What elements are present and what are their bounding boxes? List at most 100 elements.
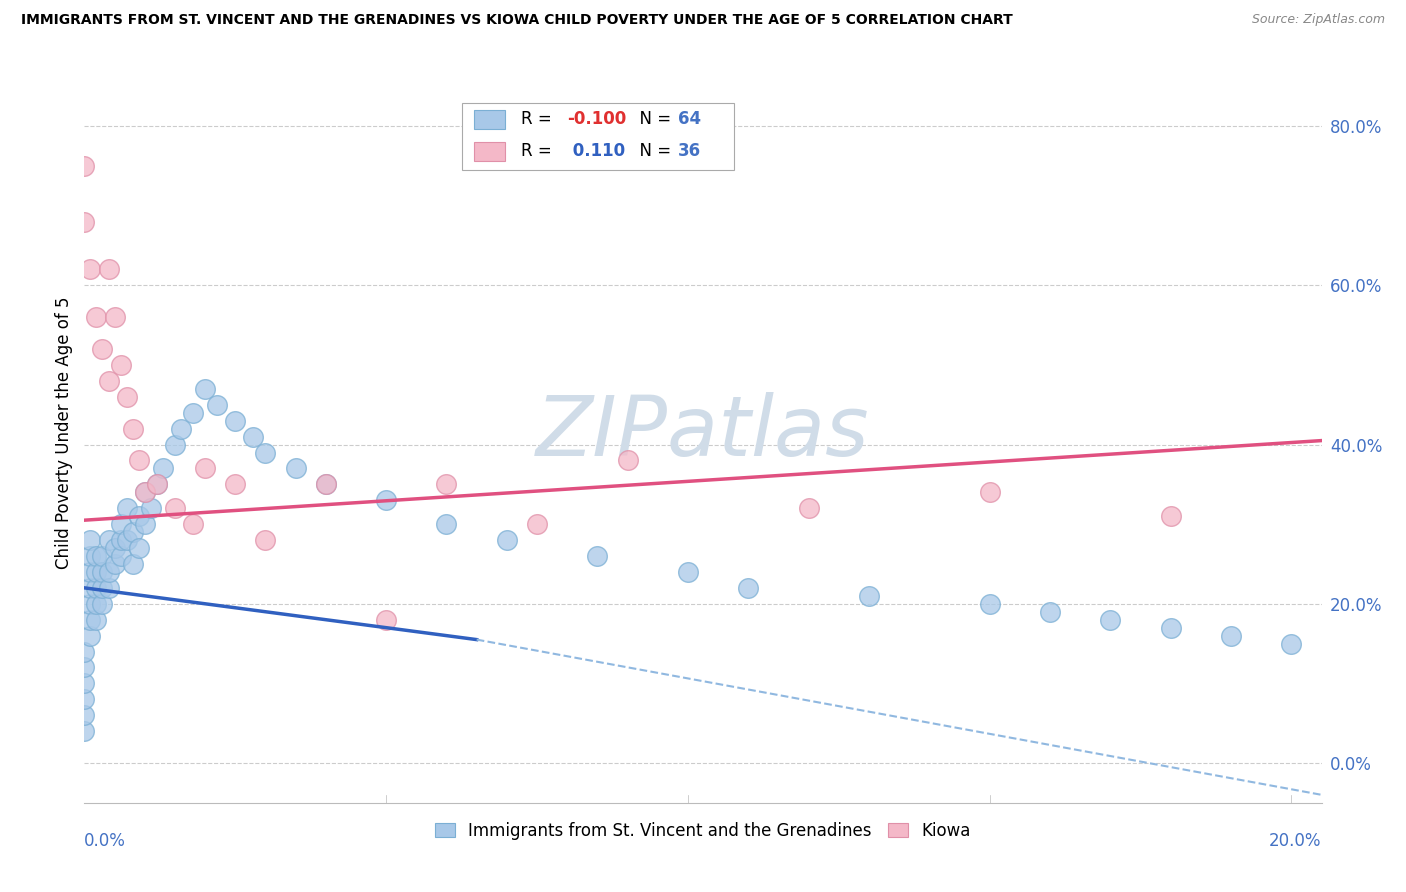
Point [115, 501, 138, 516]
Point [436, 477, 458, 491]
Point [97, 533, 120, 547]
FancyBboxPatch shape [474, 111, 505, 128]
Text: Source: ZipAtlas.com: Source: ZipAtlas.com [1251, 13, 1385, 27]
Point [73, 708, 96, 723]
Text: R =: R = [522, 111, 557, 128]
Point [315, 477, 337, 491]
Point [1039, 605, 1062, 619]
Point [1220, 629, 1243, 643]
Text: IMMIGRANTS FROM ST. VINCENT AND THE GRENADINES VS KIOWA CHILD POVERTY UNDER THE : IMMIGRANTS FROM ST. VINCENT AND THE GREN… [21, 13, 1012, 28]
Point [1160, 509, 1182, 524]
Point [97, 374, 120, 388]
Text: 64: 64 [678, 111, 702, 128]
Point [436, 517, 458, 532]
Point [115, 390, 138, 404]
Point [73, 660, 96, 674]
Point [526, 517, 548, 532]
Point [79, 597, 101, 611]
Text: 36: 36 [678, 143, 702, 161]
Point [86, 613, 108, 627]
Point [91, 597, 114, 611]
Point [79, 613, 101, 627]
Text: 0.110: 0.110 [567, 143, 626, 161]
Point [797, 501, 820, 516]
Point [737, 581, 759, 595]
Text: ZIPatlas: ZIPatlas [536, 392, 870, 473]
Point [103, 541, 125, 555]
Point [73, 724, 96, 739]
Point [979, 485, 1001, 500]
Point [121, 557, 143, 571]
Point [224, 414, 246, 428]
Point [134, 517, 156, 532]
Point [181, 517, 204, 532]
Point [86, 310, 108, 325]
Point [170, 422, 193, 436]
Point [97, 581, 120, 595]
Point [103, 557, 125, 571]
Point [91, 565, 114, 579]
Point [134, 485, 156, 500]
Point [242, 429, 264, 443]
Point [86, 549, 108, 563]
Point [1099, 613, 1122, 627]
Point [79, 629, 101, 643]
Point [146, 477, 169, 491]
Point [110, 358, 132, 372]
Point [121, 525, 143, 540]
Point [1160, 621, 1182, 635]
Point [110, 549, 132, 563]
Point [676, 565, 699, 579]
Point [979, 597, 1001, 611]
FancyBboxPatch shape [461, 103, 734, 169]
Point [1281, 637, 1303, 651]
Legend: Immigrants from St. Vincent and the Grenadines, Kiowa: Immigrants from St. Vincent and the Gren… [429, 815, 977, 847]
Point [110, 533, 132, 547]
Point [375, 613, 398, 627]
Point [97, 262, 120, 277]
Point [495, 533, 517, 547]
Point [91, 342, 114, 356]
Point [73, 644, 96, 658]
Point [79, 565, 101, 579]
FancyBboxPatch shape [474, 142, 505, 161]
Point [121, 422, 143, 436]
Point [79, 549, 101, 563]
Point [858, 589, 880, 603]
Point [163, 501, 186, 516]
Point [194, 461, 217, 475]
Point [375, 493, 398, 508]
Point [181, 406, 204, 420]
Point [152, 461, 174, 475]
Y-axis label: Child Poverty Under the Age of 5: Child Poverty Under the Age of 5 [55, 296, 73, 569]
Point [134, 485, 156, 500]
Text: N =: N = [628, 111, 676, 128]
Point [86, 565, 108, 579]
Point [315, 477, 337, 491]
Point [254, 533, 277, 547]
Point [205, 398, 228, 412]
Point [128, 509, 150, 524]
Text: R =: R = [522, 143, 557, 161]
Point [139, 501, 162, 516]
Point [616, 453, 638, 467]
Point [163, 437, 186, 451]
Point [73, 159, 96, 173]
Point [73, 214, 96, 228]
Point [73, 676, 96, 690]
Point [110, 517, 132, 532]
Text: N =: N = [628, 143, 676, 161]
Point [73, 692, 96, 706]
Point [97, 565, 120, 579]
Point [586, 549, 609, 563]
Text: 20.0%: 20.0% [1270, 832, 1322, 850]
Point [86, 597, 108, 611]
Point [128, 541, 150, 555]
Point [86, 581, 108, 595]
Point [91, 581, 114, 595]
Point [115, 533, 138, 547]
Point [79, 581, 101, 595]
Point [224, 477, 246, 491]
Text: -0.100: -0.100 [567, 111, 626, 128]
Point [103, 310, 125, 325]
